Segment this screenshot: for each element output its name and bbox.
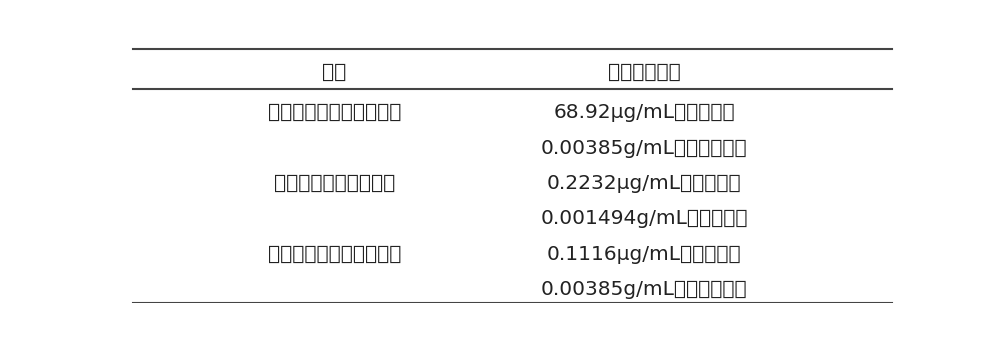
Text: 0.00385g/mL（高良姜素）: 0.00385g/mL（高良姜素） — [541, 139, 748, 158]
Text: 0.1116μg/mL（咪酰胺）: 0.1116μg/mL（咪酰胺） — [547, 245, 742, 264]
Text: 咪酰胺和松属素复合物: 咪酰胺和松属素复合物 — [274, 174, 395, 193]
Text: 0.001494g/mL（松属素）: 0.001494g/mL（松属素） — [540, 209, 748, 228]
Text: 咪酰胺和高良姜素复合物: 咪酰胺和高良姜素复合物 — [268, 245, 401, 264]
Text: 最低抑菌浓度: 最低抑菌浓度 — [608, 63, 681, 82]
Text: 药剂: 药剂 — [322, 63, 346, 82]
Text: 0.00385g/mL（高良姜素）: 0.00385g/mL（高良姜素） — [541, 280, 748, 299]
Text: 多菌灵和高良姜素复合物: 多菌灵和高良姜素复合物 — [268, 103, 401, 122]
Text: 0.2232μg/mL（咪酰胺）: 0.2232μg/mL（咪酰胺） — [547, 174, 742, 193]
Text: 68.92μg/mL（多菌灵）: 68.92μg/mL（多菌灵） — [553, 103, 735, 122]
